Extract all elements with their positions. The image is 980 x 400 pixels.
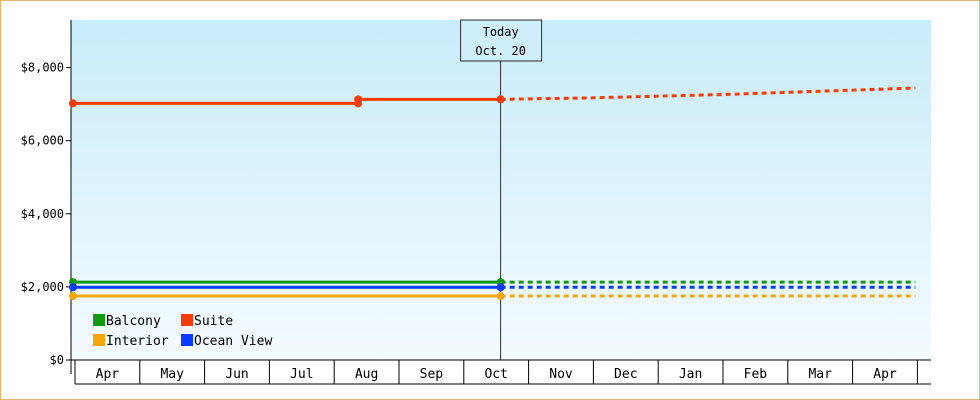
legend-label-interior: Interior xyxy=(106,334,169,349)
series-ocean-view-point xyxy=(496,283,505,292)
legend-label-ocean-view: Ocean View xyxy=(194,334,272,349)
y-tick-label: $0 xyxy=(50,353,64,367)
series-suite-point xyxy=(354,95,363,104)
legend-label-balcony: Balcony xyxy=(106,314,161,329)
legend-swatch-balcony xyxy=(93,314,105,326)
y-tick-label: $8,000 xyxy=(21,61,64,75)
series-interior-point xyxy=(496,292,505,301)
x-tick-label: Jan xyxy=(679,367,702,382)
x-tick-label: Sep xyxy=(420,367,444,382)
legend-label-suite: Suite xyxy=(194,314,233,329)
today-marker-date: Oct. 20 xyxy=(475,44,526,58)
y-tick-label: $2,000 xyxy=(21,280,64,294)
y-tick-label: $4,000 xyxy=(21,207,64,221)
today-marker-box xyxy=(460,19,543,62)
x-tick-label: May xyxy=(160,367,184,382)
x-tick-label: Mar xyxy=(808,367,832,382)
legend-swatch-suite xyxy=(181,314,193,326)
x-tick-label: Dec xyxy=(614,367,637,382)
x-tick-label: Oct xyxy=(484,367,507,382)
series-suite-projected-line xyxy=(500,86,916,101)
x-tick-label: Feb xyxy=(744,367,768,382)
series-interior-point xyxy=(69,292,77,301)
y-tick-label: $6,000 xyxy=(21,134,64,148)
x-tick-label: Aug xyxy=(355,367,378,382)
series-suite-point xyxy=(496,95,505,104)
legend-swatch-interior xyxy=(93,334,105,346)
x-tick-label: Jun xyxy=(225,367,248,382)
x-tick-label: Apr xyxy=(873,367,897,382)
series-ocean-view-point xyxy=(69,283,77,292)
series-suite-point xyxy=(69,99,77,108)
legend-swatch-ocean-view xyxy=(181,334,193,346)
today-marker-label: Today xyxy=(483,25,519,39)
x-tick-label: Apr xyxy=(96,367,120,382)
x-tick-label: Nov xyxy=(549,367,573,382)
x-tick-label: Jul xyxy=(290,367,313,382)
